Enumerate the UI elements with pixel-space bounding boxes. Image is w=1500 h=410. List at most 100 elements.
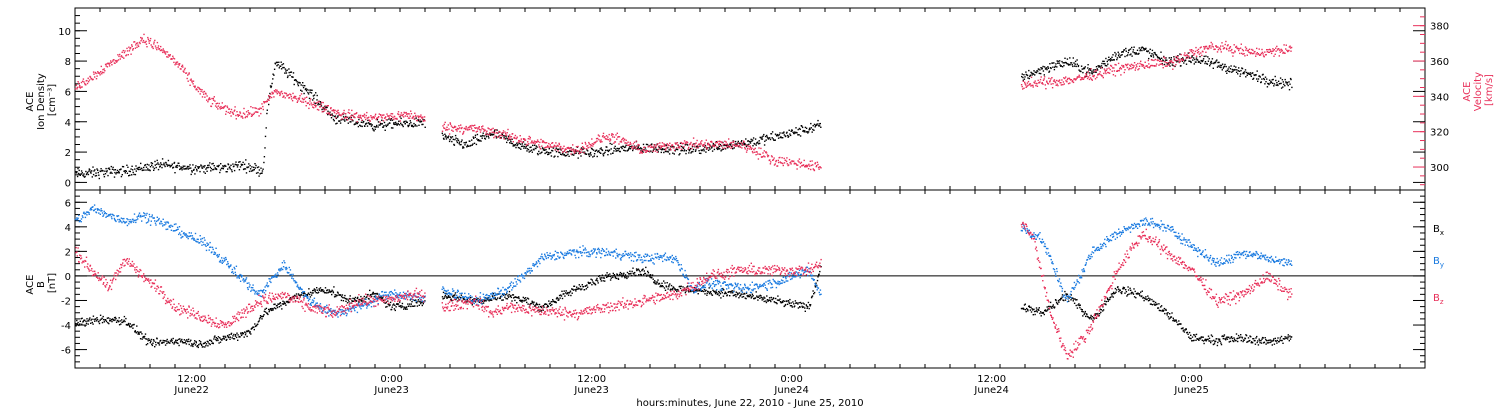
data-point bbox=[510, 142, 512, 144]
data-point bbox=[329, 111, 331, 113]
data-point bbox=[109, 172, 111, 174]
data-point bbox=[118, 317, 120, 319]
data-point bbox=[801, 125, 803, 127]
top-panel-frame bbox=[74, 7, 1426, 191]
data-point bbox=[252, 169, 254, 171]
data-point bbox=[95, 172, 97, 174]
data-point bbox=[661, 145, 663, 147]
data-point bbox=[152, 342, 154, 344]
data-point bbox=[492, 296, 494, 298]
data-point bbox=[398, 124, 401, 126]
data-point bbox=[1187, 52, 1189, 54]
right-tick-label: 360 bbox=[1430, 57, 1449, 68]
data-point bbox=[229, 112, 231, 114]
data-point bbox=[1283, 44, 1285, 46]
data-point bbox=[1051, 77, 1053, 79]
data-point bbox=[1235, 71, 1238, 73]
data-point bbox=[791, 129, 793, 132]
data-point bbox=[690, 152, 692, 154]
data-point bbox=[160, 339, 162, 342]
data-point bbox=[350, 298, 352, 300]
data-point bbox=[1227, 44, 1229, 46]
data-point bbox=[264, 147, 266, 149]
data-point bbox=[1237, 70, 1239, 72]
data-point bbox=[1228, 66, 1230, 68]
data-point bbox=[792, 131, 794, 133]
data-point bbox=[254, 111, 257, 113]
data-point bbox=[380, 295, 382, 298]
data-point bbox=[526, 297, 529, 299]
data-point bbox=[1244, 69, 1247, 71]
data-point bbox=[750, 297, 752, 299]
data-point bbox=[244, 168, 247, 170]
data-point bbox=[704, 293, 706, 295]
data-point bbox=[1040, 72, 1042, 75]
data-point bbox=[637, 268, 640, 270]
data-point bbox=[1217, 65, 1220, 67]
data-point bbox=[326, 112, 328, 115]
data-point bbox=[611, 136, 614, 138]
data-point bbox=[270, 93, 272, 95]
data-point bbox=[138, 166, 141, 169]
data-point bbox=[458, 141, 461, 143]
data-point bbox=[1289, 77, 1292, 80]
data-point bbox=[204, 346, 206, 348]
data-point bbox=[120, 168, 122, 170]
data-point bbox=[569, 150, 572, 152]
data-point bbox=[234, 109, 236, 111]
data-point bbox=[408, 124, 410, 127]
data-point bbox=[343, 119, 345, 121]
data-point bbox=[567, 294, 570, 296]
data-point bbox=[533, 301, 535, 303]
data-point bbox=[1053, 79, 1056, 81]
data-point bbox=[1039, 69, 1041, 71]
data-point bbox=[542, 305, 545, 307]
data-point bbox=[1269, 49, 1272, 51]
data-point bbox=[366, 125, 369, 127]
data-point bbox=[755, 291, 757, 293]
data-point bbox=[254, 323, 256, 325]
data-point bbox=[603, 152, 605, 155]
data-point bbox=[293, 83, 295, 86]
data-point bbox=[297, 100, 299, 102]
data-point bbox=[1175, 59, 1177, 62]
data-point bbox=[1279, 51, 1281, 53]
data-point bbox=[809, 304, 811, 306]
data-point bbox=[1133, 65, 1135, 67]
data-point bbox=[815, 165, 817, 168]
data-point bbox=[744, 143, 746, 145]
data-point bbox=[1025, 86, 1027, 88]
data-point bbox=[1086, 77, 1089, 80]
data-point bbox=[797, 134, 799, 136]
data-point bbox=[1240, 43, 1242, 45]
data-point bbox=[195, 342, 197, 344]
data-point bbox=[189, 79, 192, 81]
data-point bbox=[812, 128, 814, 131]
data-point bbox=[1179, 53, 1181, 55]
data-point bbox=[467, 129, 469, 131]
data-point bbox=[686, 144, 689, 146]
data-point bbox=[167, 164, 169, 166]
data-point bbox=[444, 136, 447, 138]
data-point bbox=[812, 164, 814, 166]
data-point bbox=[1069, 57, 1071, 59]
data-point bbox=[281, 308, 283, 310]
data-point bbox=[1243, 53, 1245, 55]
data-point bbox=[1156, 55, 1159, 58]
data-point bbox=[443, 123, 445, 126]
data-point bbox=[201, 89, 203, 91]
data-point bbox=[727, 145, 729, 147]
data-point bbox=[734, 143, 736, 145]
data-point bbox=[814, 126, 816, 128]
data-point bbox=[514, 143, 517, 146]
data-point bbox=[1030, 311, 1033, 313]
data-point bbox=[197, 346, 199, 349]
data-point bbox=[231, 170, 233, 173]
data-point bbox=[678, 146, 680, 148]
data-point bbox=[188, 167, 190, 170]
data-point bbox=[627, 149, 629, 151]
data-point bbox=[92, 78, 94, 81]
data-point bbox=[530, 302, 532, 305]
data-point bbox=[194, 344, 197, 346]
data-point bbox=[114, 171, 116, 174]
